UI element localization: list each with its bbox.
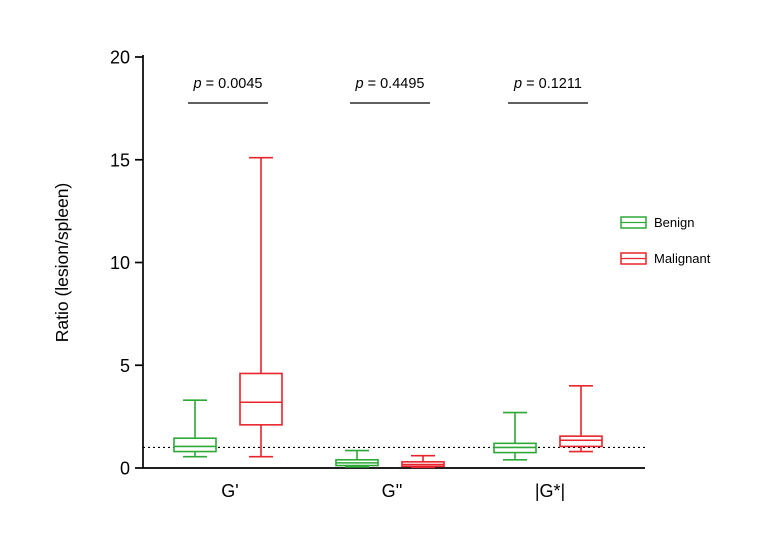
p-value-label: p = 0.0045 [193,76,263,92]
iqr-box [559,435,603,448]
legend-label-benign: Benign [654,215,694,230]
y-tick-label-3: 15 [110,150,130,170]
annotation-0: p = 0.0045 [188,76,268,104]
p-value-label: p = 0.1211 [513,76,582,92]
series-malignant [239,156,603,469]
box-malignant-0 [239,156,283,458]
iqr-box [239,372,283,426]
legend: Benign Malignant [620,215,711,266]
y-tick-label-2: 10 [110,253,130,273]
y-axis-title: Ratio (lesion/spleen) [52,183,72,343]
x-category-label-2: |G*| [535,481,565,501]
annotation-2: p = 0.1211 [508,76,588,104]
legend-label-malignant: Malignant [654,251,711,266]
box-benign-0 [173,399,217,458]
y-tick-label-4: 20 [110,48,130,68]
y-tick-label-0: 0 [120,459,130,479]
box-benign-2 [493,411,537,461]
box-benign-1 [335,449,379,468]
annotation-1: p = 0.4495 [350,76,430,104]
iqr-box [173,437,217,453]
series-benign [173,399,537,468]
box-malignant-1 [401,454,445,469]
box-malignant-2 [559,384,603,453]
x-category-label-1: G'' [382,481,403,501]
x-category-label-0: G' [221,481,238,501]
p-value-label: p = 0.4495 [355,76,425,92]
y-tick-label-1: 5 [120,356,130,376]
axes: 0 5 10 15 20 Ratio (lesion/spleen) [52,48,645,479]
